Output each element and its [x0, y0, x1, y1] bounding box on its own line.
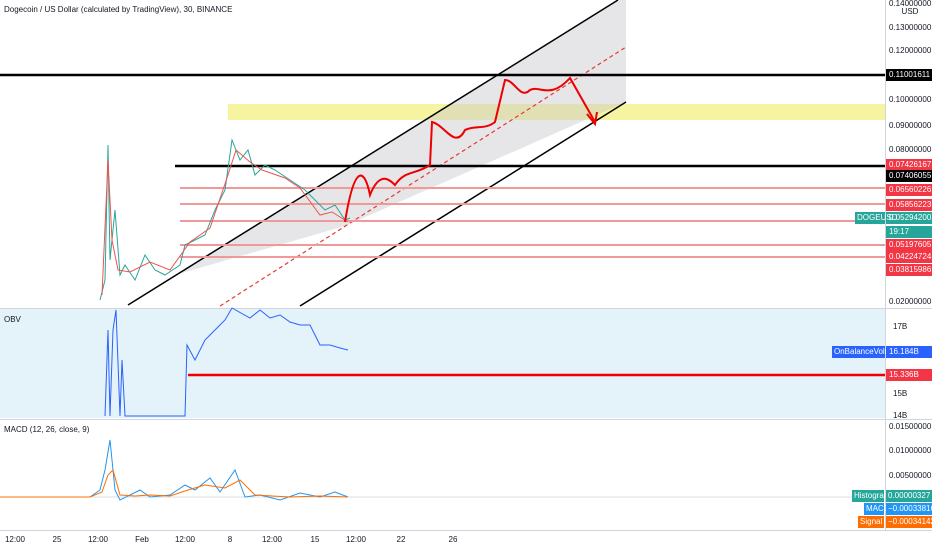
macd-legend-value-text: 0.00000327 — [888, 491, 931, 500]
obv-line — [104, 307, 349, 417]
macd-legend-value-text: −0.00034142 — [888, 517, 932, 526]
price-badge — [886, 251, 932, 263]
price-badge-text: 0.11001611 — [889, 70, 931, 79]
time-label: 12:00 — [88, 535, 109, 544]
price-badge — [886, 239, 932, 251]
price-badge — [886, 69, 932, 81]
channel-mid — [219, 46, 627, 307]
time-label: 25 — [53, 535, 62, 544]
macd-legend-name-text: Histogram — [854, 491, 891, 500]
price-badge-text: 0.07406055 — [889, 171, 932, 180]
price-unit: USD — [902, 7, 919, 16]
price-label: 0.09000000 — [889, 121, 932, 130]
macd-axis-label: 0.00500000 — [889, 471, 932, 480]
price-label: 0.02000000 — [889, 297, 932, 306]
macd-legend-name — [858, 516, 884, 528]
macd-legend-value — [886, 490, 932, 502]
symbol-tag — [855, 212, 885, 224]
price-badge-text: 0.07426167 — [889, 160, 932, 169]
price-series — [99, 138, 351, 301]
macd-line — [0, 439, 349, 501]
time-label: 22 — [397, 535, 406, 544]
price-badge — [886, 159, 932, 171]
price-badge — [886, 212, 932, 224]
time-label: 12:00 — [262, 535, 283, 544]
price-badge — [886, 226, 932, 238]
price-badge-text: 0.03815986 — [889, 265, 932, 274]
obv-pane — [0, 308, 885, 418]
price-badge-text: 0.04224724 — [889, 252, 932, 261]
obv-level-badge — [886, 369, 932, 381]
macd-axis-label: 0.01000000 — [889, 446, 932, 455]
macd-pane — [0, 420, 885, 530]
macd-title: MACD (12, 26, close, 9) — [4, 425, 90, 434]
time-label: 26 — [449, 535, 458, 544]
price-badge-text: 19:17 — [889, 227, 910, 236]
chart-title: Dogecoin / US Dollar (calculated by Trad… — [4, 5, 232, 14]
zone — [228, 104, 885, 120]
obv-title: OBV — [4, 315, 22, 324]
symbol-tag-text: DOGEUSD — [857, 213, 898, 222]
macd-legend-value — [886, 503, 932, 515]
levels — [180, 187, 885, 258]
macd-legend-name — [852, 490, 884, 502]
obv-level-text: 15.336B — [889, 370, 919, 379]
obv-tag — [832, 346, 885, 358]
obv-tag-text: OnBalanceVolume — [834, 347, 901, 356]
price-label: 0.12000000 — [889, 46, 932, 55]
price-series — [101, 149, 349, 296]
macd-legend-name-text: MACD — [866, 504, 890, 513]
arrow-head — [586, 111, 598, 127]
macd-legend-value — [886, 516, 932, 528]
macd-legend-name — [864, 503, 884, 515]
obv-value-text: 16.184B — [889, 347, 919, 356]
price-badge — [886, 264, 932, 276]
price-label: 0.08000000 — [889, 145, 932, 154]
time-label: 12:00 — [346, 535, 367, 544]
obv-value — [886, 346, 932, 358]
time-label: 12:00 — [175, 535, 196, 544]
time-label: 12:00 — [5, 535, 26, 544]
time-label: 8 — [228, 535, 233, 544]
price-label: 0.10000000 — [889, 95, 932, 104]
price-label: 0.14000000 — [889, 0, 932, 8]
forecast-path — [344, 76, 596, 223]
obv-axis-label: 15B — [893, 389, 907, 398]
price-badge-text: 0.05197605 — [889, 240, 932, 249]
price-badge-text: 0.05294200 — [889, 213, 932, 222]
channel-upper — [127, 0, 619, 306]
price-label: 0.13000000 — [889, 23, 932, 32]
price-badge-text: 0.06560226 — [889, 185, 932, 194]
obv-axis-label: 17B — [893, 322, 907, 331]
macd-legend-name-text: Signal — [860, 517, 882, 526]
price-badge — [886, 170, 932, 182]
macd-axis-label: 0.01500000 — [889, 422, 932, 431]
time-label: 15 — [311, 535, 320, 544]
macd-legend-value-text: −0.00033816 — [888, 504, 932, 513]
price-badge — [886, 199, 932, 211]
price-badge — [886, 184, 932, 196]
signal-line — [0, 469, 349, 498]
price-badge-text: 0.05856223 — [889, 200, 932, 209]
time-label: Feb — [135, 535, 149, 544]
obv-axis-label: 14B — [893, 411, 907, 420]
